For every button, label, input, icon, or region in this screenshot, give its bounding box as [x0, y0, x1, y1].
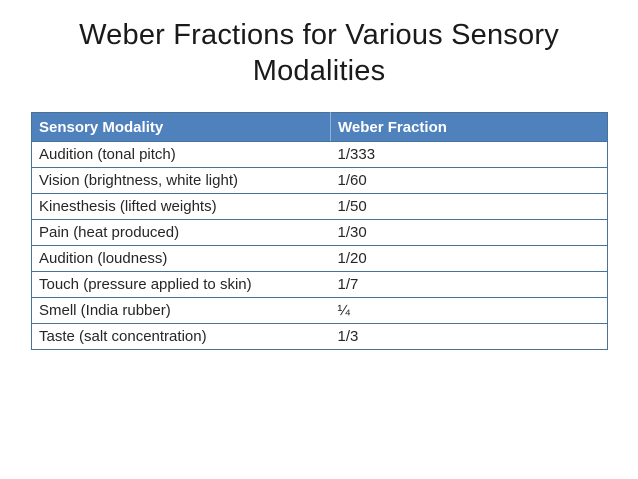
fraction-cell: 1/50 [330, 193, 608, 220]
table-row: Pain (heat produced) 1/30 [31, 219, 608, 246]
modality-cell: Taste (salt concentration) [31, 323, 331, 350]
table-row: Taste (salt concentration) 1/3 [31, 323, 608, 350]
fraction-cell: 1/20 [330, 245, 608, 272]
column-header-weber-fraction: Weber Fraction [330, 112, 608, 142]
column-header-sensory-modality: Sensory Modality [31, 112, 331, 142]
fraction-cell: 1/333 [330, 141, 608, 168]
table-row: Kinesthesis (lifted weights) 1/50 [31, 193, 608, 220]
weber-fractions-table: Sensory Modality Weber Fraction Audition… [31, 112, 608, 350]
table-body: Audition (tonal pitch) 1/333 Vision (bri… [31, 141, 608, 350]
table-row: Audition (loudness) 1/20 [31, 245, 608, 272]
fraction-cell: 1/30 [330, 219, 608, 246]
modality-cell: Audition (tonal pitch) [31, 141, 331, 168]
fraction-cell: 1/3 [330, 323, 608, 350]
modality-cell: Audition (loudness) [31, 245, 331, 272]
table-row: Audition (tonal pitch) 1/333 [31, 141, 608, 168]
slide-title-text: Weber Fractions for Various Sensory Moda… [79, 19, 559, 87]
modality-cell: Vision (brightness, white light) [31, 167, 331, 194]
table-header-row: Sensory Modality Weber Fraction [31, 112, 608, 142]
modality-cell: Kinesthesis (lifted weights) [31, 193, 331, 220]
table-row: Vision (brightness, white light) 1/60 [31, 167, 608, 194]
fraction-cell: 1/7 [330, 271, 608, 298]
table-row: Touch (pressure applied to skin) 1/7 [31, 271, 608, 298]
modality-cell: Smell (India rubber) [31, 297, 331, 324]
table-header: Sensory Modality Weber Fraction [31, 112, 608, 142]
fraction-cell: ¼ [330, 297, 608, 324]
slide-title: Weber Fractions for Various Sensory Moda… [0, 17, 638, 89]
table-row: Smell (India rubber) ¼ [31, 297, 608, 324]
fraction-cell: 1/60 [330, 167, 608, 194]
modality-cell: Touch (pressure applied to skin) [31, 271, 331, 298]
modality-cell: Pain (heat produced) [31, 219, 331, 246]
